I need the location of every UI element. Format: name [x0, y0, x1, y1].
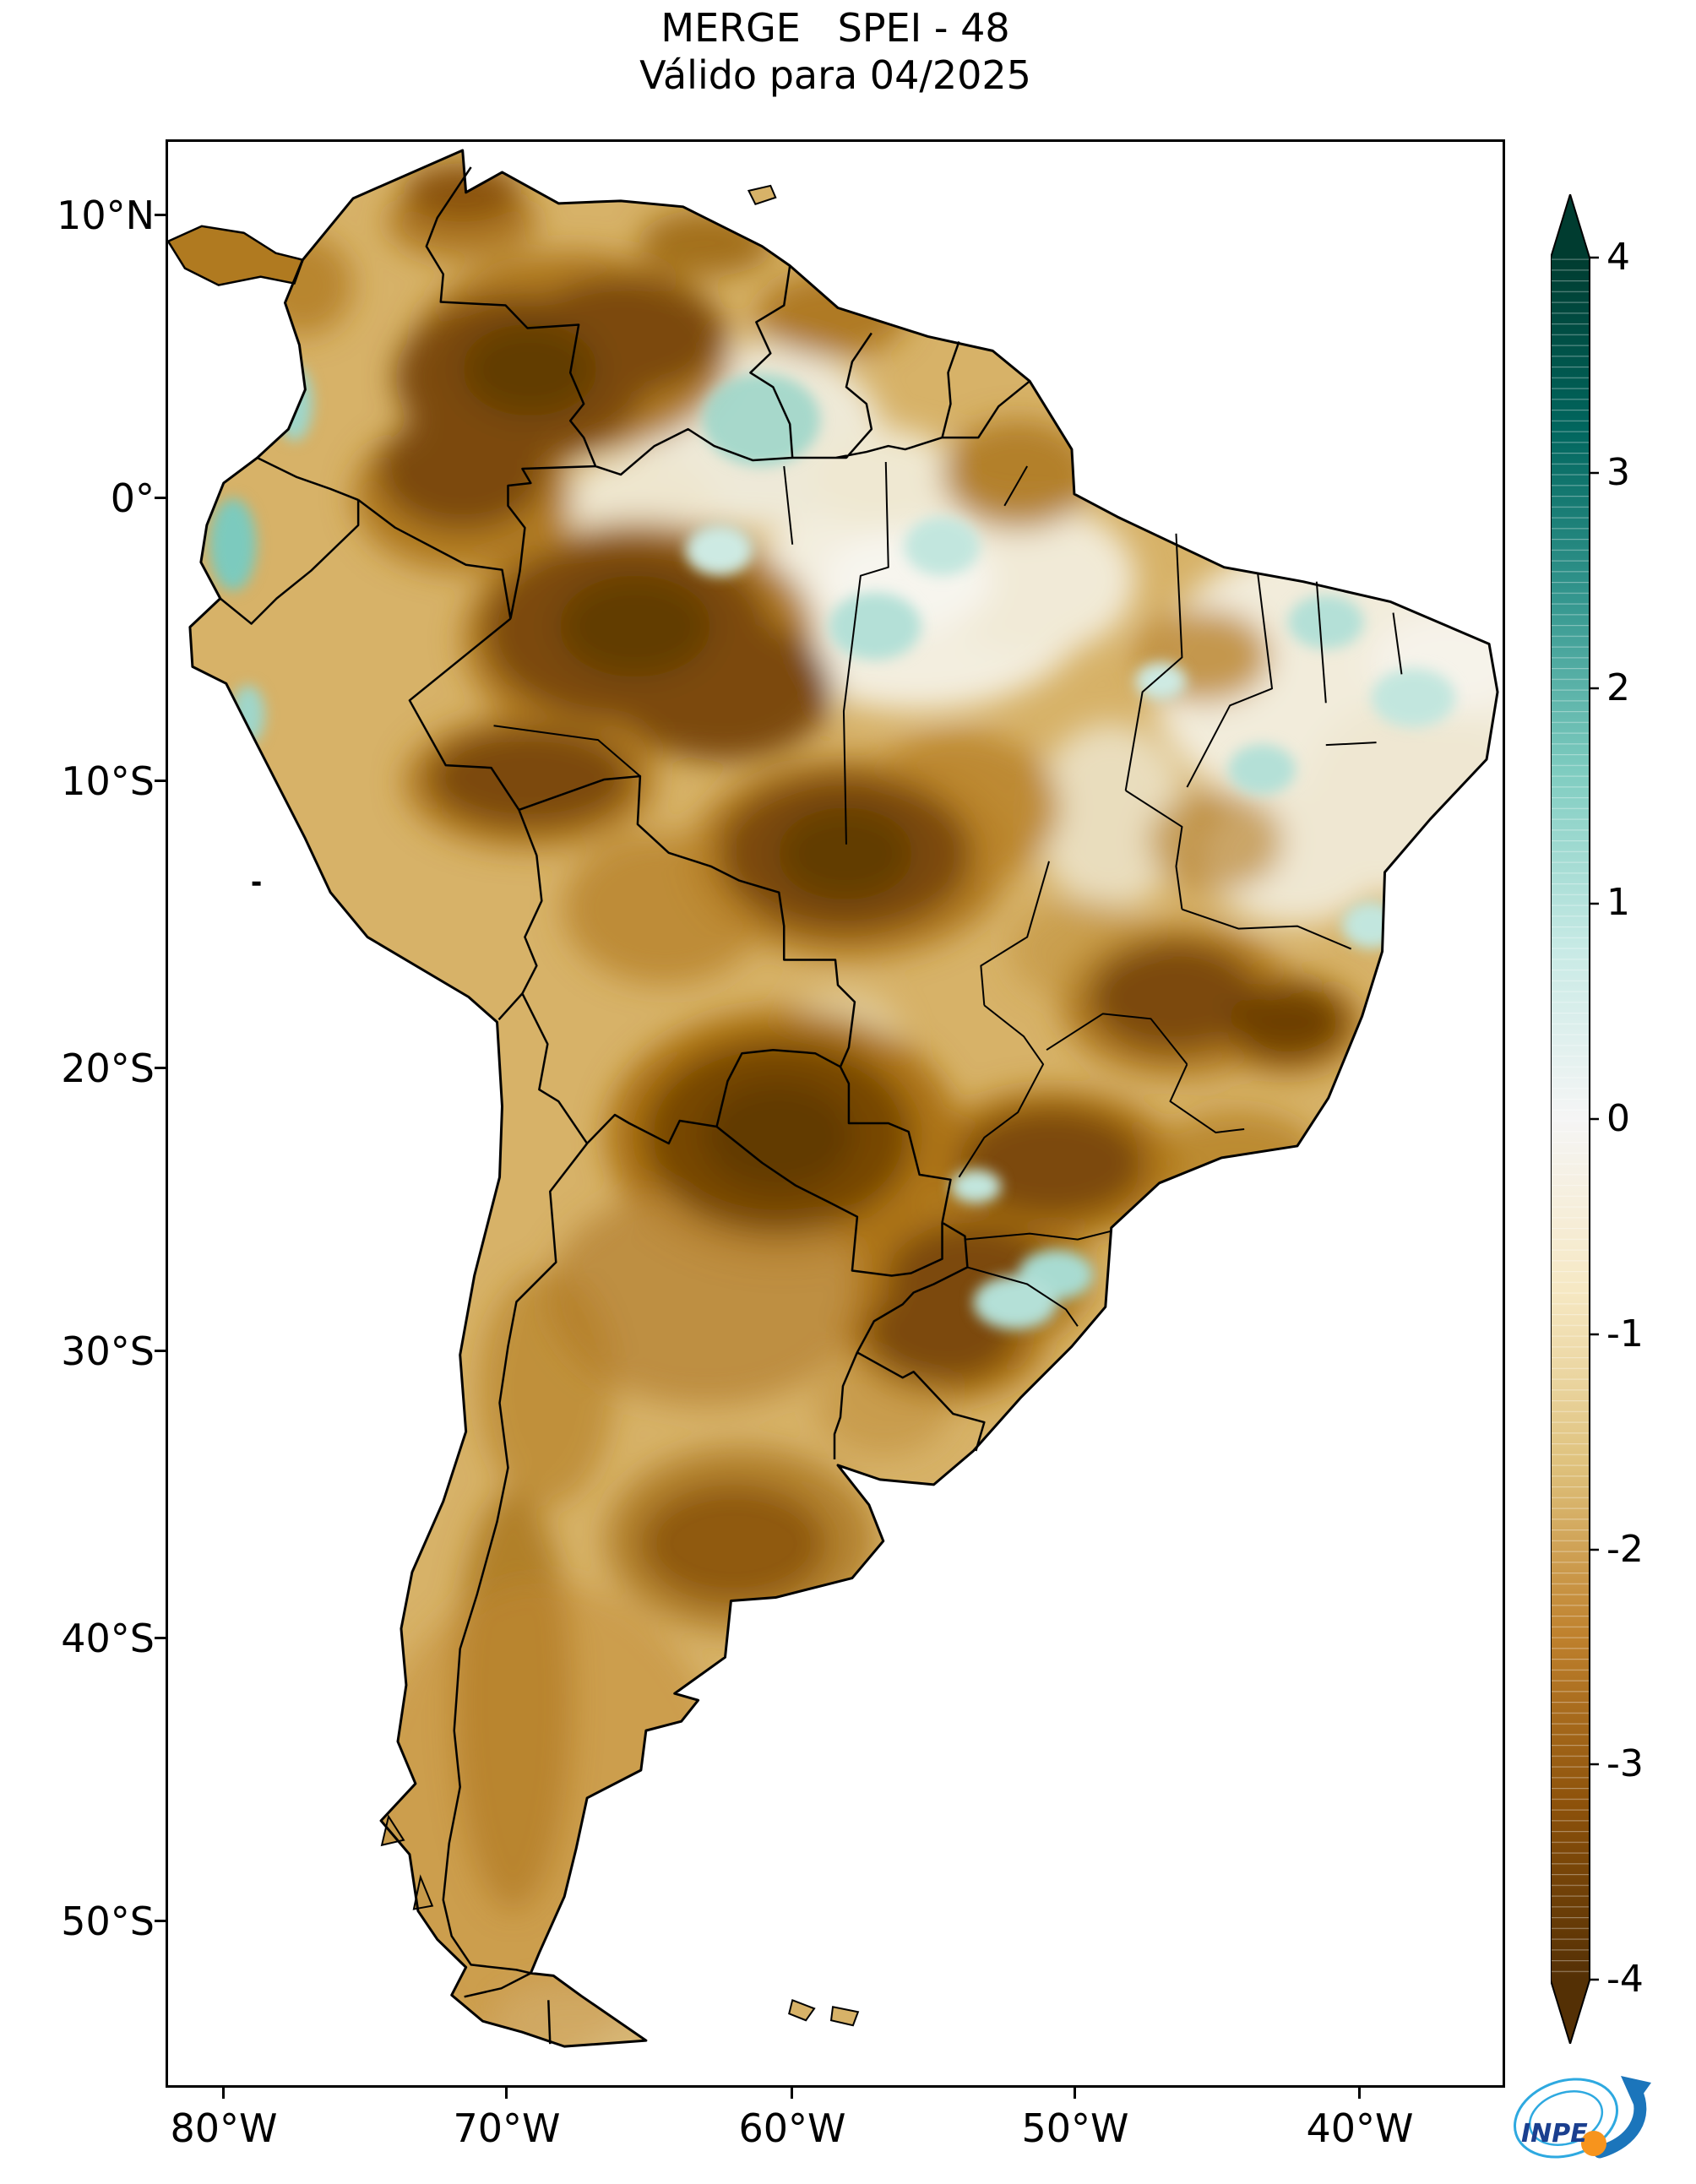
logo-orbit-inner: [1528, 2090, 1604, 2146]
falkland-islands: [788, 1998, 860, 2027]
lat-tick-label: 0°: [110, 475, 155, 521]
country-borders: [219, 166, 1030, 2045]
logo-orange-dot: [1581, 2131, 1606, 2156]
south-america-map: [168, 149, 1499, 2048]
colorbar-tick-label: -1: [1606, 1312, 1644, 1355]
chilean-fjord-islands: [380, 1814, 434, 1910]
trinidad-island: [747, 184, 777, 206]
lon-tick-mark: [1074, 2088, 1076, 2099]
colorbar: [1550, 191, 1601, 2047]
lon-tick-mark: [505, 2088, 508, 2099]
lon-tick-mark: [1358, 2088, 1361, 2099]
lat-tick-mark: [155, 780, 166, 782]
colorbar-tick-marks: [1590, 256, 1599, 1981]
colorbar-tick-label: -2: [1606, 1528, 1644, 1571]
panama-landmass: [168, 225, 305, 286]
lon-tick-label: 60°W: [738, 2105, 846, 2151]
colorbar-tick-label: -3: [1606, 1742, 1644, 1785]
colorbar-tick-label: -4: [1606, 1958, 1644, 2001]
lon-tick-mark: [222, 2088, 225, 2099]
lat-tick-label: 20°S: [61, 1046, 155, 1091]
lon-tick-label: 40°W: [1306, 2105, 1414, 2151]
lon-tick-label: 50°W: [1021, 2105, 1129, 2151]
lat-tick-mark: [155, 1920, 166, 1922]
map-title: MERGE SPEI - 48: [660, 5, 1010, 51]
inpe-logo: INPE: [1513, 2076, 1651, 2159]
colorbar-tick-label: 4: [1606, 236, 1630, 279]
brazil-state-borders: [493, 461, 1403, 1327]
colorbar-tick-label: 0: [1606, 1097, 1630, 1140]
colorbar-tick-label: 3: [1606, 451, 1630, 494]
lat-tick-mark: [155, 214, 166, 216]
lat-tick-label: 10°N: [57, 193, 155, 238]
lon-tick-label: 80°W: [170, 2105, 278, 2151]
colorbar-tick-label: 1: [1606, 881, 1630, 924]
logo-arrow-head: [1621, 2076, 1651, 2106]
lat-tick-label: 40°S: [61, 1616, 155, 1661]
map-plot-area: INPE: [166, 139, 1651, 2159]
lat-tick-mark: [155, 1637, 166, 1639]
logo-text: INPE: [1521, 2119, 1588, 2149]
lat-tick-label: 30°S: [61, 1328, 155, 1374]
lat-tick-mark: [155, 1067, 166, 1069]
lat-tick-label: 10°S: [61, 758, 155, 804]
colorbar-svg: [1550, 191, 1599, 2047]
colorbar-tick-label: 2: [1606, 666, 1630, 709]
small-island-mark: [252, 881, 261, 886]
lat-tick-mark: [155, 497, 166, 499]
lat-tick-mark: [155, 1350, 166, 1352]
coastline: [188, 149, 1499, 2048]
colorbar-segments: [1552, 258, 1589, 1980]
spei-field-blobs: [252, 162, 1498, 2047]
lon-tick-mark: [791, 2088, 793, 2099]
map-subtitle: Válido para 04/2025: [639, 52, 1031, 98]
lon-tick-label: 70°W: [453, 2105, 561, 2151]
lat-tick-label: 50°S: [61, 1899, 155, 1944]
spei-field: [189, 149, 1498, 2047]
